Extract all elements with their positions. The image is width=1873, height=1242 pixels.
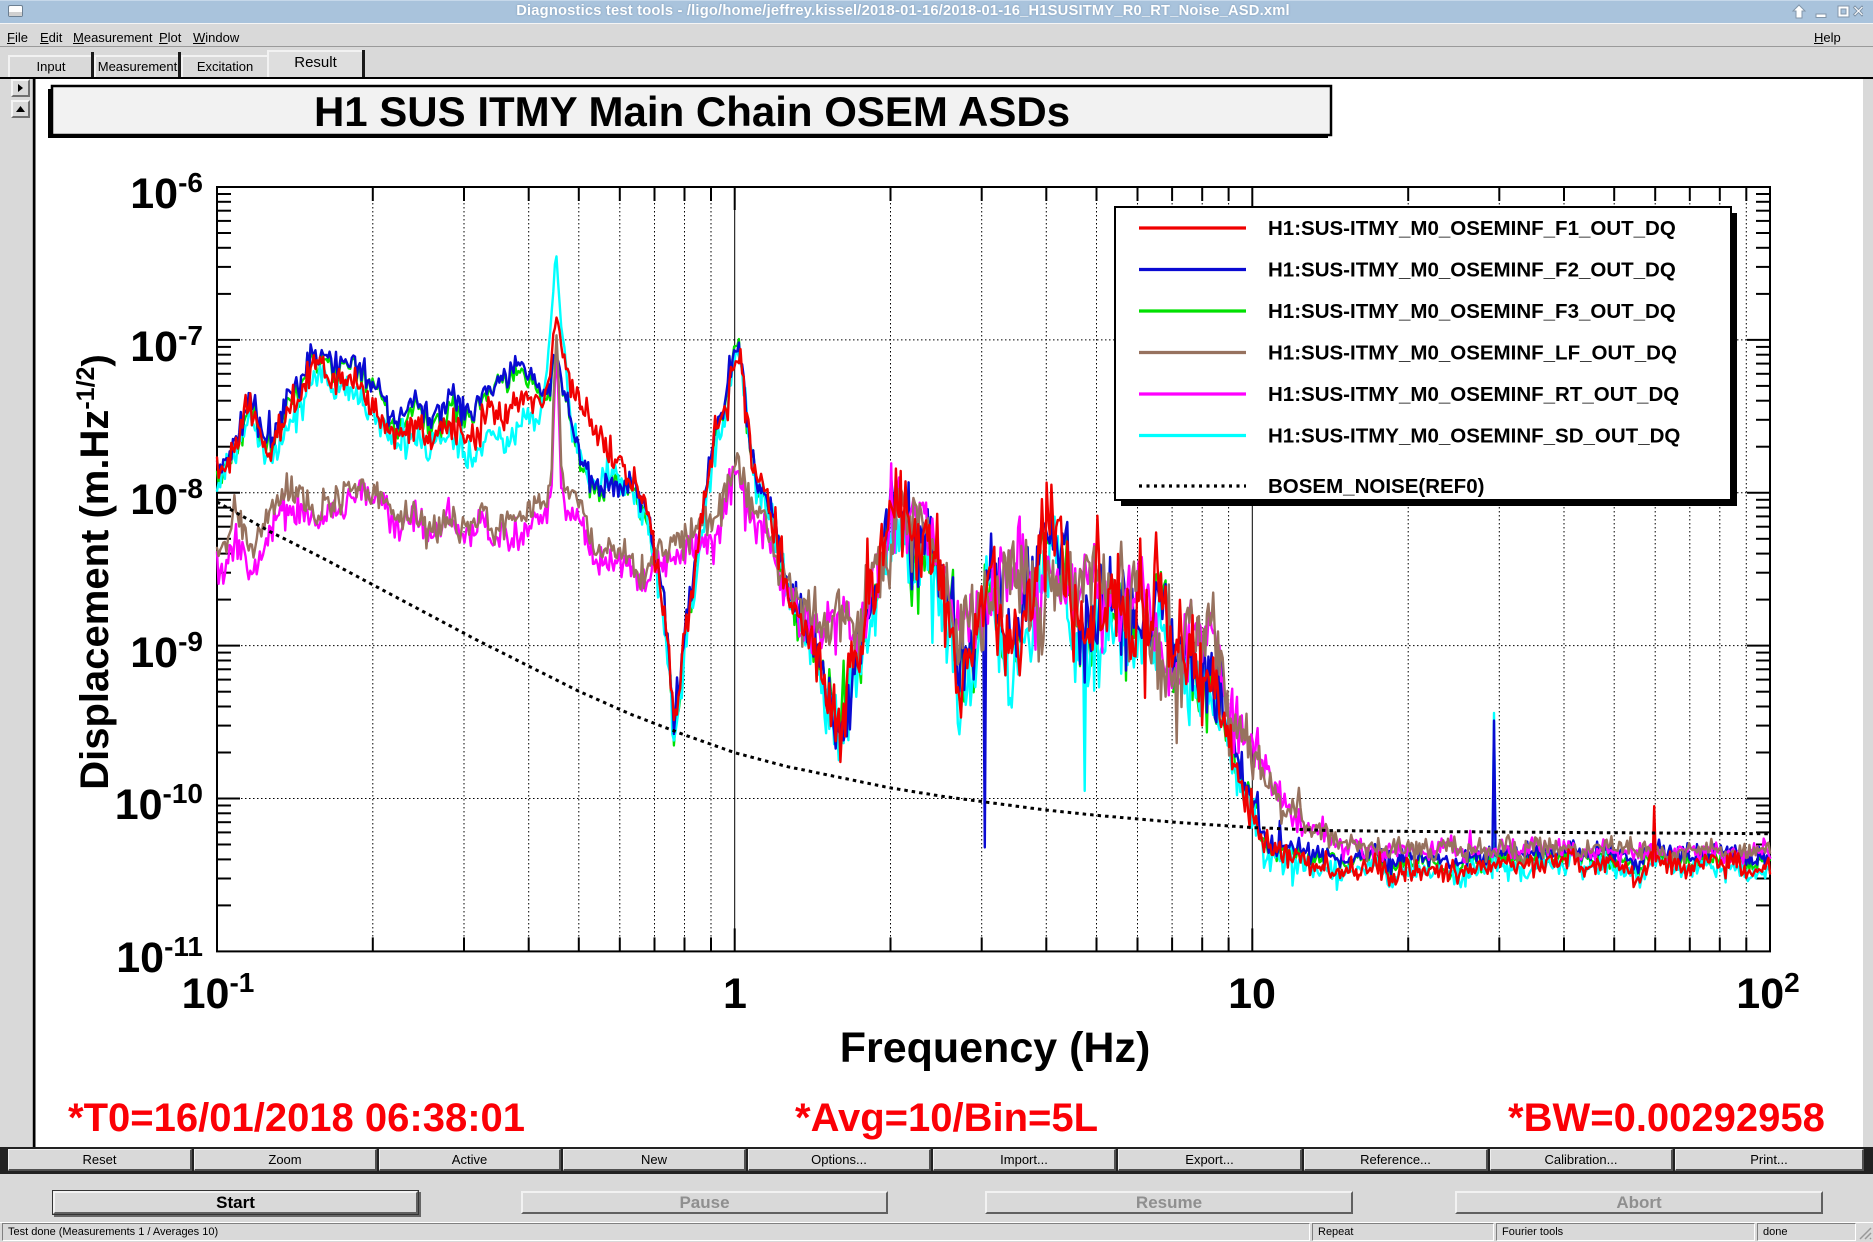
svg-text:H1:SUS-ITMY_M0_OSEMINF_RT_OUT_: H1:SUS-ITMY_M0_OSEMINF_RT_OUT_DQ [1268,383,1679,406]
svg-text:H1:SUS-ITMY_M0_OSEMINF_LF_OUT_: H1:SUS-ITMY_M0_OSEMINF_LF_OUT_DQ [1268,342,1677,365]
svg-text:H1 SUS ITMY Main Chain OSEM AS: H1 SUS ITMY Main Chain OSEM ASDs [314,88,1070,135]
svg-text:H1:SUS-ITMY_M0_OSEMINF_F2_OUT_: H1:SUS-ITMY_M0_OSEMINF_F2_OUT_DQ [1268,259,1676,282]
svg-text:H1:SUS-ITMY_M0_OSEMINF_SD_OUT_: H1:SUS-ITMY_M0_OSEMINF_SD_OUT_DQ [1268,425,1680,448]
svg-text:1: 1 [723,970,747,1018]
svg-text:10: 10 [1228,970,1276,1018]
svg-text:Frequency (Hz): Frequency (Hz) [840,1024,1151,1072]
svg-text:H1:SUS-ITMY_M0_OSEMINF_F3_OUT_: H1:SUS-ITMY_M0_OSEMINF_F3_OUT_DQ [1268,300,1676,323]
svg-text:BOSEM_NOISE(REF0): BOSEM_NOISE(REF0) [1268,475,1484,498]
svg-text:*BW=0.00292958: *BW=0.00292958 [1508,1096,1825,1140]
svg-text:Displacement (m.Hz-1/2): Displacement (m.Hz-1/2) [72,354,117,790]
svg-text:*Avg=10/Bin=5L: *Avg=10/Bin=5L [795,1096,1098,1140]
svg-text:H1:SUS-ITMY_M0_OSEMINF_F1_OUT_: H1:SUS-ITMY_M0_OSEMINF_F1_OUT_DQ [1268,217,1676,240]
svg-text:10-6: 10-6 [130,167,203,218]
svg-text:*T0=16/01/2018 06:38:01: *T0=16/01/2018 06:38:01 [68,1096,525,1140]
